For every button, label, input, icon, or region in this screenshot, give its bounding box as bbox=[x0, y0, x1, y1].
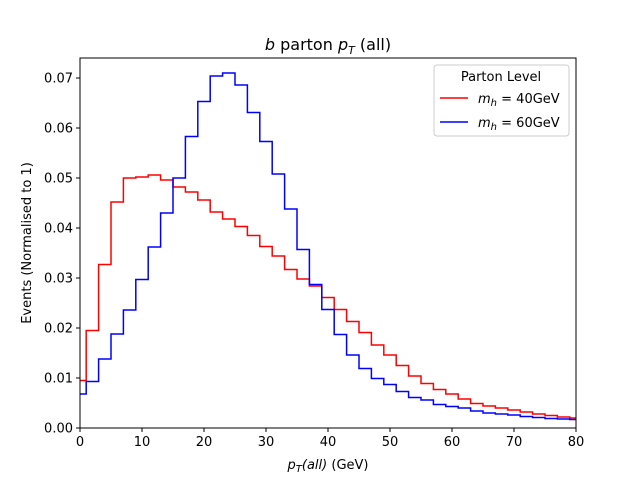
y-axis-label: Events (Normalised to 1) bbox=[20, 162, 35, 324]
x-tick-label: 70 bbox=[506, 435, 523, 450]
chart-title-sub: T bbox=[348, 44, 356, 57]
x-axis-label-arg: (all) bbox=[302, 458, 327, 473]
chart-title-all: (all) bbox=[355, 35, 391, 54]
x-axis-label: pT(all) (GeV) bbox=[287, 458, 369, 475]
series-line-0 bbox=[80, 174, 576, 419]
legend-label-40-eq: = 40GeV bbox=[497, 92, 560, 107]
series-line-1 bbox=[80, 72, 576, 421]
series-layer bbox=[80, 72, 576, 421]
x-tick-label: 0 bbox=[76, 435, 84, 450]
chart-title-rest: parton bbox=[275, 35, 338, 54]
y-tick-label: 0.04 bbox=[44, 222, 73, 237]
x-tick-label: 10 bbox=[134, 435, 151, 450]
x-ticks: 0 10 20 30 40 50 60 70 80 bbox=[76, 428, 584, 450]
y-tick-label: 0.06 bbox=[44, 122, 73, 137]
x-tick-label: 30 bbox=[258, 435, 275, 450]
legend-label-60: mh = 60GeV bbox=[478, 116, 560, 133]
legend-label-60-eq: = 60GeV bbox=[497, 116, 560, 131]
x-axis-label-p: p bbox=[287, 458, 296, 473]
legend-label-60-sub: h bbox=[491, 122, 497, 133]
legend-label-40-m: m bbox=[478, 92, 491, 107]
x-axis-label-sub: T bbox=[296, 464, 303, 475]
x-axis-label-unit: (GeV) bbox=[327, 458, 368, 473]
x-tick-label: 40 bbox=[320, 435, 337, 450]
y-tick-label: 0.02 bbox=[44, 322, 73, 337]
legend-label-60-m: m bbox=[478, 116, 491, 131]
x-tick-label: 50 bbox=[382, 435, 399, 450]
legend-label-40: mh = 40GeV bbox=[478, 92, 560, 109]
legend-title: Parton Level bbox=[461, 70, 541, 85]
y-ticks: 0.00 0.01 0.02 0.03 0.04 0.05 0.06 0.07 bbox=[44, 72, 80, 437]
chart-title-p: p bbox=[337, 35, 348, 54]
y-tick-label: 0.03 bbox=[44, 272, 73, 287]
chart-title-italic: b bbox=[265, 35, 275, 54]
x-tick-label: 20 bbox=[196, 435, 213, 450]
chart-title: b parton pT (all) bbox=[265, 35, 391, 57]
y-tick-label: 0.01 bbox=[44, 372, 73, 387]
legend-box bbox=[433, 64, 570, 137]
y-tick-label: 0.00 bbox=[44, 422, 73, 437]
x-tick-label: 60 bbox=[444, 435, 461, 450]
y-tick-label: 0.05 bbox=[44, 172, 73, 187]
x-tick-label: 80 bbox=[568, 435, 585, 450]
legend-label-40-sub: h bbox=[491, 98, 497, 109]
legend: Parton Level mh = 40GeV mh = 60GeV bbox=[433, 64, 570, 137]
y-tick-label: 0.07 bbox=[44, 72, 73, 87]
